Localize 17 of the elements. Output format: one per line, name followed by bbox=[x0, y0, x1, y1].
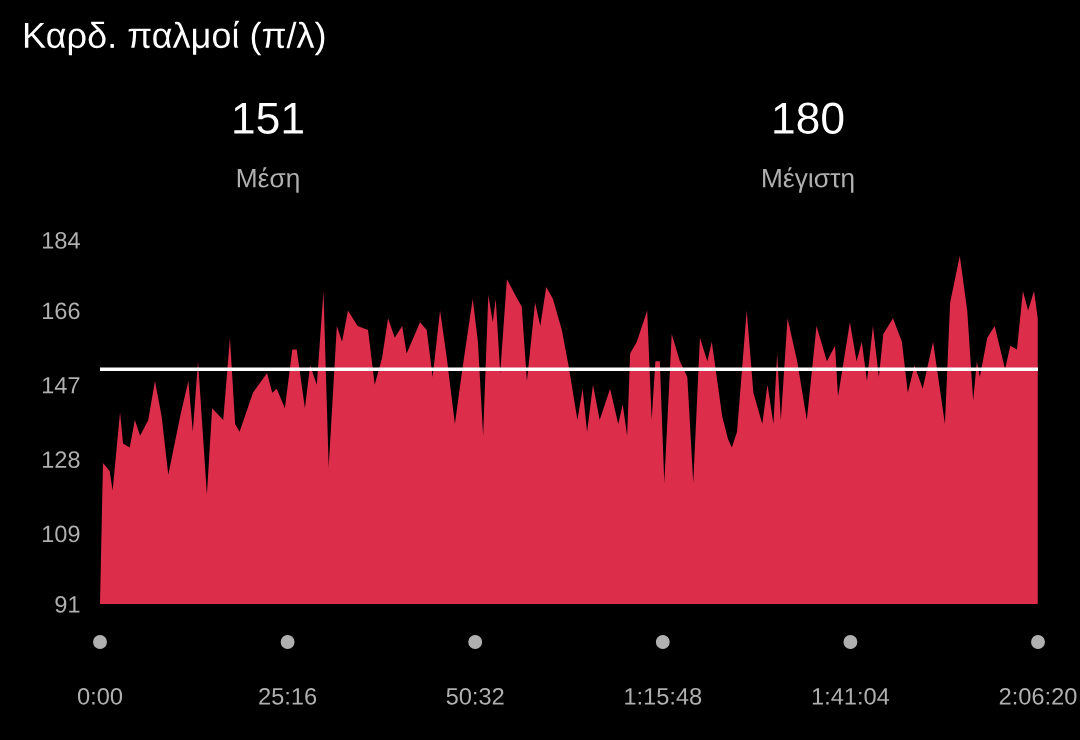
y-tick-label: 184 bbox=[42, 232, 80, 249]
x-tick-label: 0:00 bbox=[77, 687, 123, 705]
text: 180 bbox=[774, 102, 844, 134]
x-tick-label: 25:16 bbox=[259, 687, 317, 705]
text: 151 bbox=[234, 102, 303, 134]
text: Μέση bbox=[237, 167, 299, 193]
y-tick-label: 109 bbox=[42, 525, 80, 543]
x-tick-label: 1:41:04 bbox=[812, 687, 890, 705]
y-tick-label: 128 bbox=[42, 451, 80, 468]
y-tick-label: 91 bbox=[55, 596, 80, 613]
y-tick-label: 166 bbox=[42, 302, 80, 320]
text: Μέγιστη bbox=[763, 167, 854, 193]
x-tick-label: 50:32 bbox=[446, 687, 504, 705]
x-tick-label: 1:15:48 bbox=[625, 687, 702, 705]
y-tick-label: 147 bbox=[42, 377, 80, 394]
chart-title: Καρδ. παλμοί (π/λ) bbox=[24, 20, 325, 56]
x-tick-label: 2:06:20 bbox=[999, 687, 1077, 705]
